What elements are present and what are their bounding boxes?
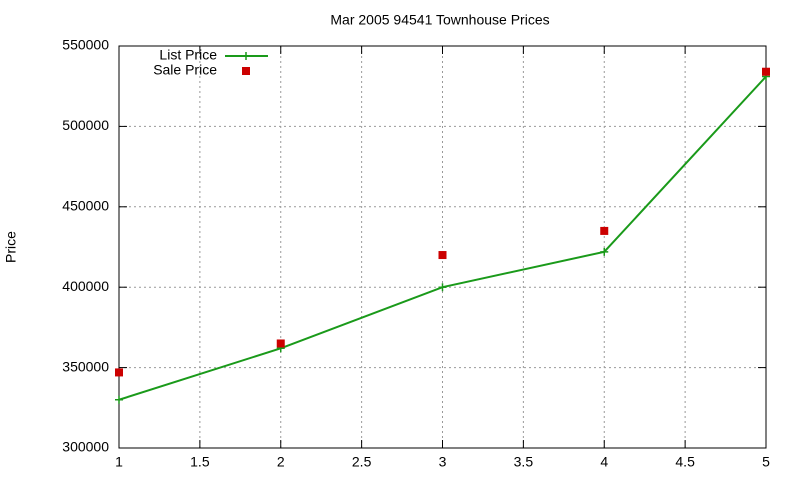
y-tick-label: 550000	[62, 37, 109, 53]
point	[438, 283, 447, 292]
y-tick-label: 500000	[62, 117, 109, 133]
legend-label: List Price	[159, 47, 217, 63]
x-tick-label: 4.5	[675, 454, 695, 470]
y-tick-label: 350000	[62, 358, 109, 374]
legend-label: Sale Price	[153, 62, 217, 78]
point	[600, 226, 609, 235]
x-tick-label: 1	[115, 454, 123, 470]
x-tick-label: 4	[600, 454, 608, 470]
x-tick-label: 2.5	[352, 454, 372, 470]
point	[438, 251, 447, 260]
x-tick-label: 3	[439, 454, 447, 470]
legend-marker	[242, 67, 250, 75]
chart-title: Mar 2005 94541 Townhouse Prices	[330, 12, 549, 28]
y-axis-label: Price	[3, 231, 19, 263]
point	[115, 368, 123, 377]
x-tick-label: 1.5	[190, 454, 210, 470]
point	[115, 395, 123, 404]
plot-frame	[118, 45, 767, 449]
y-tick-label: 300000	[62, 439, 109, 455]
point	[276, 339, 285, 348]
y-tick-label: 400000	[62, 278, 109, 294]
legend-marker	[242, 52, 250, 60]
x-tick-label: 2	[277, 454, 285, 470]
point	[600, 247, 609, 256]
point	[762, 67, 770, 76]
x-tick-label: 3.5	[514, 454, 534, 470]
y-tick-label: 450000	[62, 198, 109, 214]
x-tick-label: 5	[762, 454, 770, 470]
